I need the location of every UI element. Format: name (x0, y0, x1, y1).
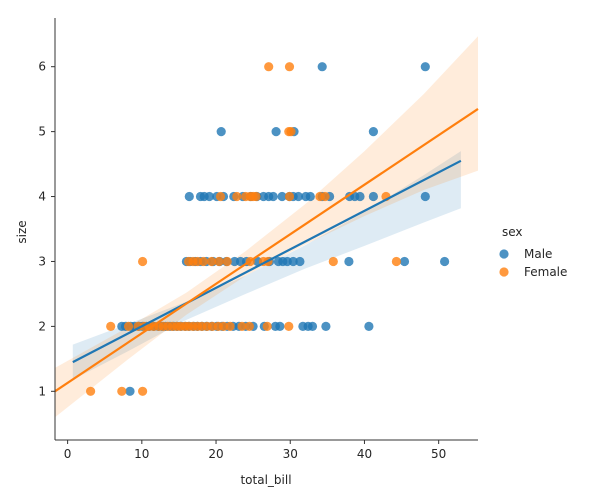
point-male (307, 321, 318, 331)
point-female (284, 62, 295, 72)
x-axis-label: total_bill (240, 473, 291, 487)
point-female (225, 321, 235, 331)
legend-marker-female (499, 267, 509, 277)
point-male (288, 256, 298, 267)
ci-band-female (55, 36, 478, 418)
point-female (262, 321, 272, 331)
point-male (440, 256, 450, 267)
point-female (138, 256, 148, 267)
point-male (125, 386, 135, 396)
y-tick-label: 4 (38, 190, 46, 204)
confidence-bands (55, 36, 478, 418)
point-female (232, 191, 242, 202)
point-female (106, 321, 116, 331)
x-tick-label: 40 (357, 447, 372, 461)
point-female (264, 62, 274, 72)
legend-marker-male (499, 249, 509, 259)
point-female (222, 256, 232, 267)
point-male (295, 256, 305, 267)
y-axis-label: size (15, 220, 29, 243)
x-tick-label: 20 (208, 447, 223, 461)
point-male (368, 191, 378, 202)
fit-line-female (54, 107, 479, 393)
point-female (284, 191, 295, 202)
fit-line-male (72, 159, 462, 364)
point-male (344, 256, 354, 267)
y-tick-label: 1 (38, 384, 46, 398)
point-female (391, 256, 401, 267)
point-male (216, 127, 226, 137)
point-male (368, 127, 378, 137)
point-female (218, 321, 229, 331)
point-male (399, 256, 410, 267)
point-female (237, 321, 247, 331)
axes: 0 10 20 30 40 50 1 2 3 4 5 6 (38, 18, 478, 461)
scatter-points (86, 62, 450, 396)
regression-lines (54, 107, 479, 393)
point-female (320, 191, 330, 202)
point-female (251, 191, 261, 202)
point-female (207, 256, 217, 267)
point-male (293, 191, 303, 202)
point-female (123, 321, 134, 331)
point-male (420, 62, 430, 72)
point-male (184, 191, 194, 202)
point-male (277, 191, 287, 202)
point-female (117, 386, 127, 396)
point-male (271, 127, 281, 137)
y-tick-label: 5 (38, 125, 46, 139)
x-tick-label: 0 (64, 447, 72, 461)
point-male (204, 191, 214, 202)
point-female (328, 256, 338, 267)
y-tick-label: 2 (38, 319, 46, 333)
x-tick-label: 10 (134, 447, 149, 461)
point-male (364, 321, 374, 331)
point-female (215, 191, 226, 202)
y-tick-label: 6 (38, 60, 46, 74)
point-female (244, 321, 254, 331)
point-female (284, 321, 294, 331)
legend-title: sex (502, 225, 523, 239)
point-male (268, 191, 278, 202)
y-tick-label: 3 (38, 254, 46, 268)
point-male (420, 191, 430, 202)
point-male (305, 191, 315, 202)
point-female (138, 386, 148, 396)
legend-label-male: Male (524, 247, 552, 261)
legend-label-female: Female (524, 265, 567, 279)
point-female (86, 386, 96, 396)
point-female (198, 256, 208, 267)
point-female (214, 256, 224, 267)
point-female (286, 127, 296, 137)
point-male (275, 321, 285, 331)
x-tick-label: 30 (283, 447, 298, 461)
point-male (321, 321, 331, 331)
x-tick-label: 50 (431, 447, 446, 461)
point-male (317, 62, 327, 72)
legend: sex Male Female (499, 225, 567, 279)
point-male (355, 191, 365, 202)
